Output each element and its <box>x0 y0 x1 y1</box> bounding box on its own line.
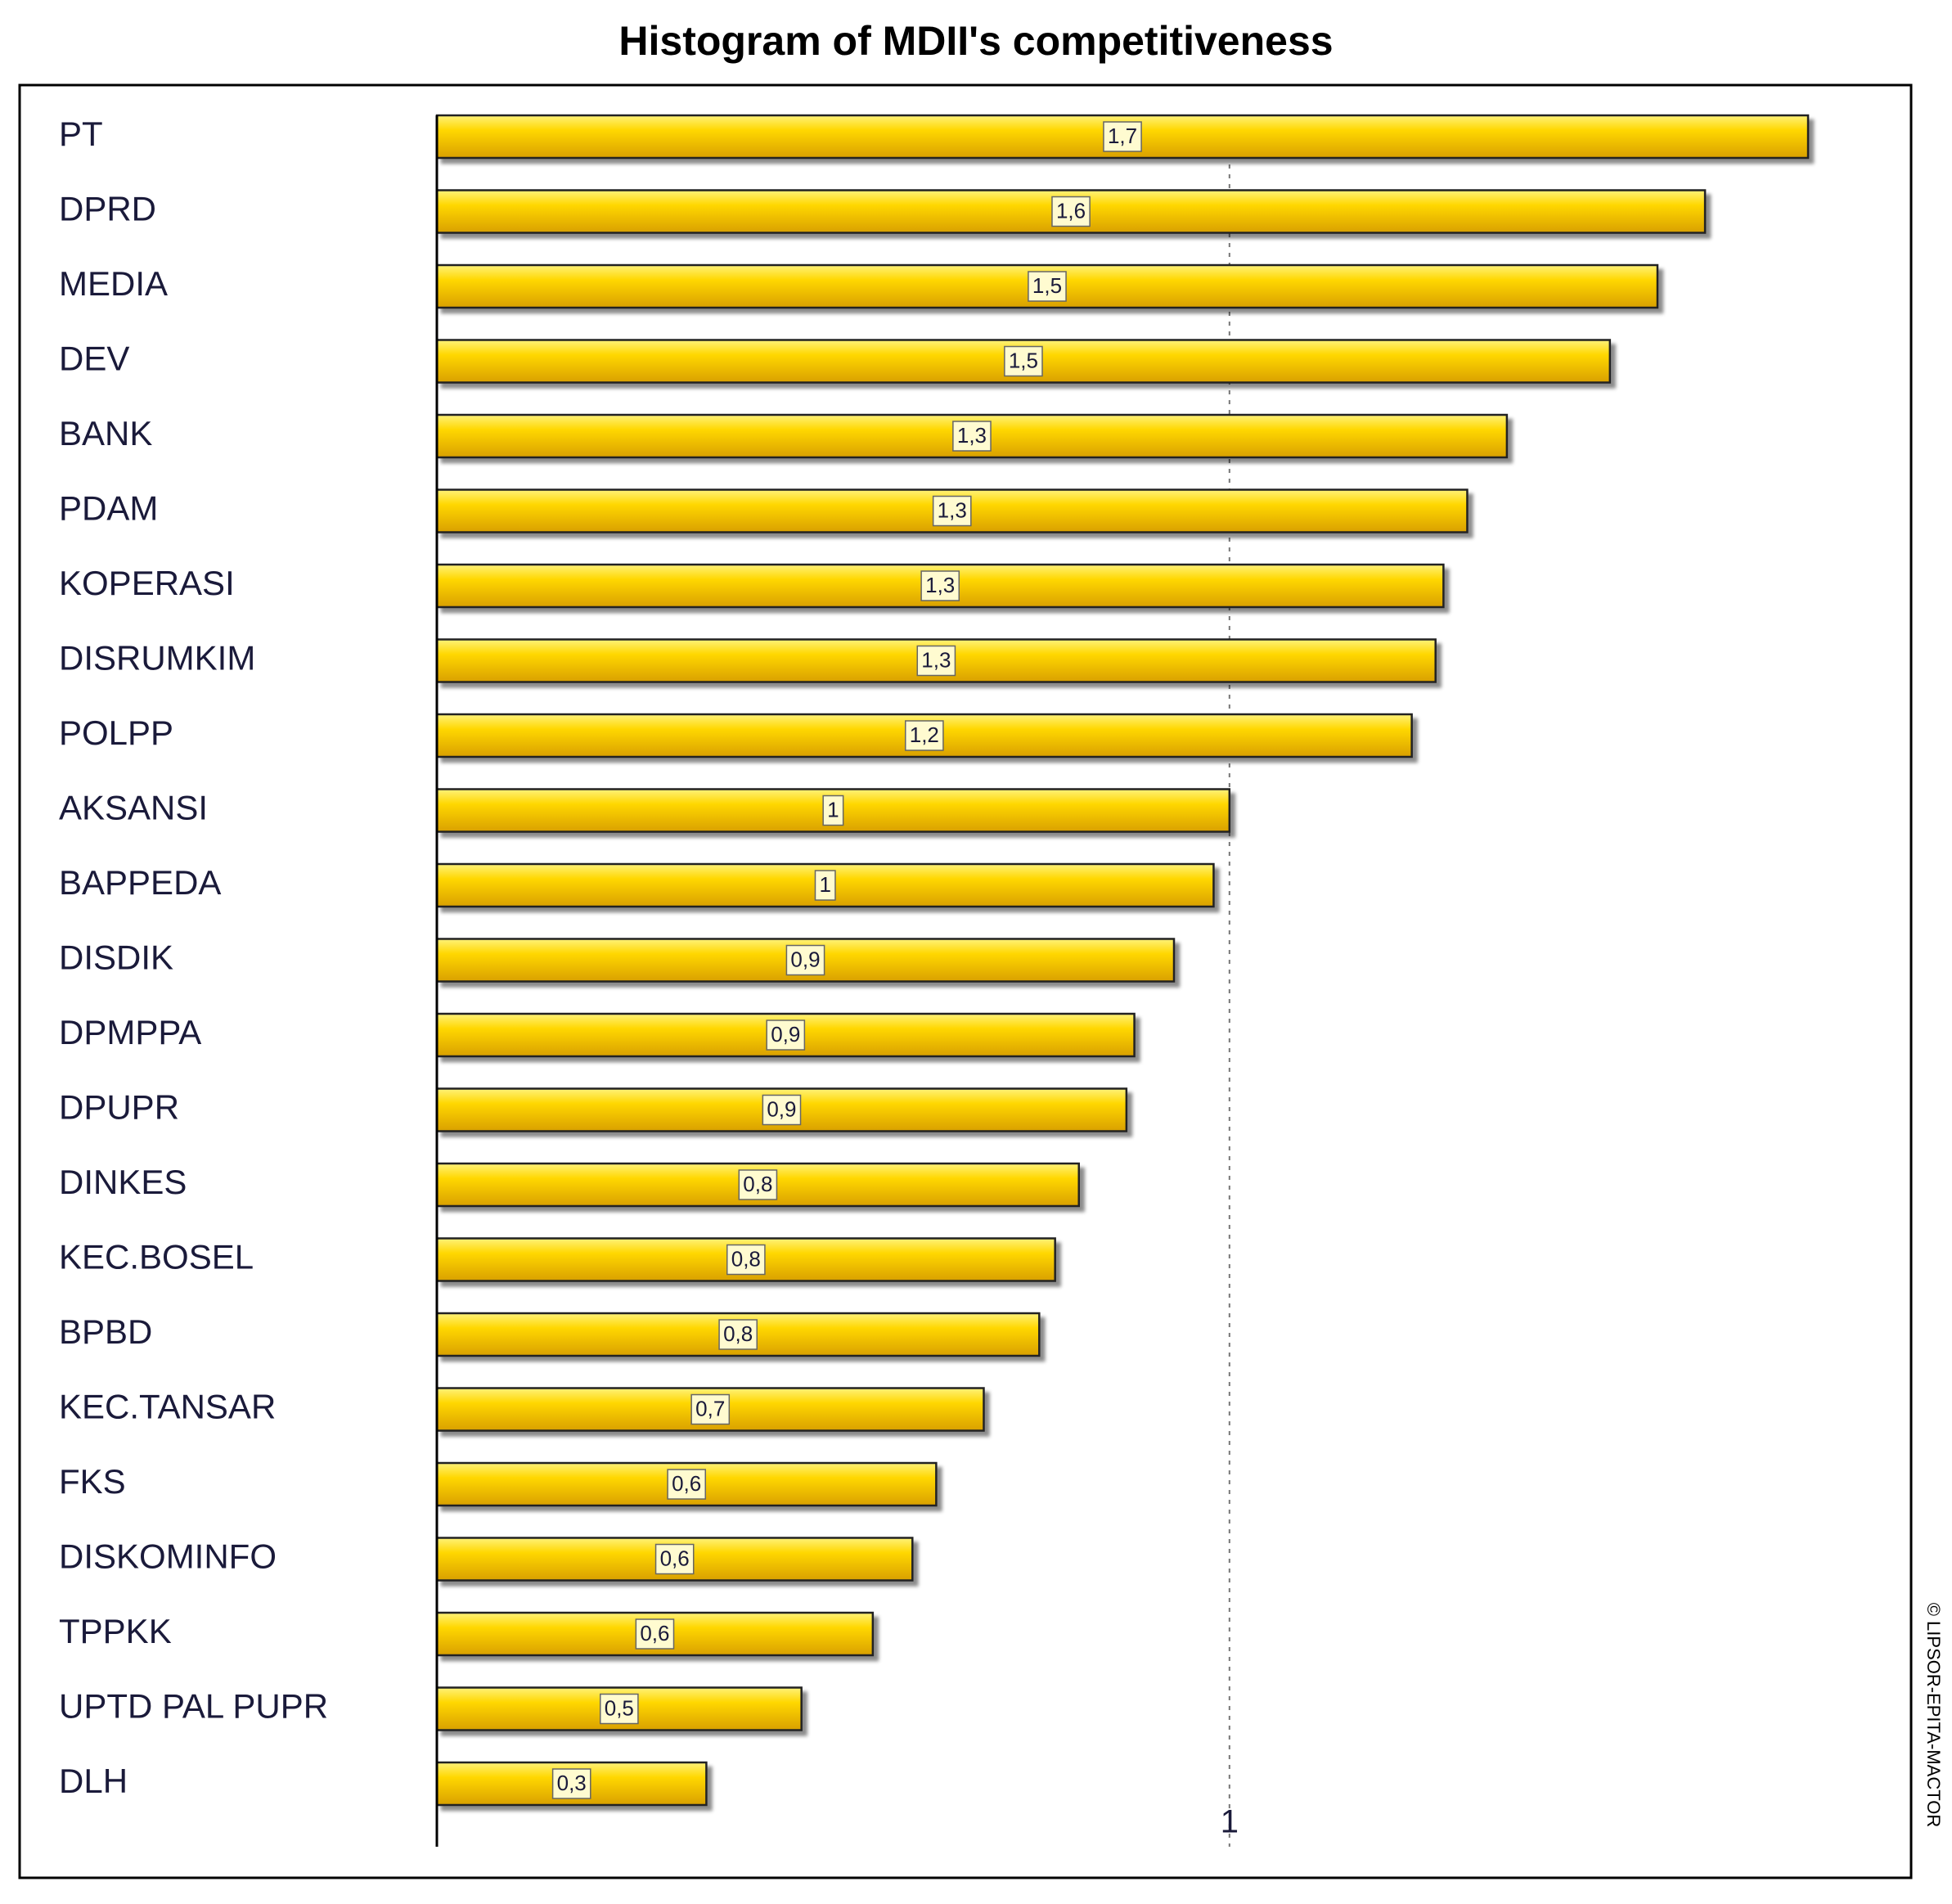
value-label: 1,5 <box>1009 348 1038 372</box>
value-label: 1,7 <box>1108 124 1137 148</box>
value-label-box <box>766 1020 806 1051</box>
y-tick-label: DPUPR <box>59 1088 179 1127</box>
y-tick-label: DISDIK <box>59 938 173 977</box>
value-label-box <box>952 421 992 452</box>
y-tick-label: KEC.BOSEL <box>59 1238 254 1276</box>
y-tick-label: DISRUMKIM <box>59 639 255 677</box>
value-label-box <box>762 1094 802 1126</box>
value-label-box <box>904 720 944 751</box>
value-label: 1,3 <box>921 647 951 672</box>
value-label: 1 <box>827 797 839 821</box>
value-label: 1,5 <box>1032 273 1062 298</box>
y-tick-label: PT <box>59 115 103 153</box>
y-tick-label: PDAM <box>59 489 158 528</box>
value-label-box <box>814 870 836 901</box>
chart-title: Histogram of MDII's competitiveness <box>618 18 1333 64</box>
y-tick-label: AKSANSI <box>59 789 208 827</box>
y-tick-label: BAPPEDA <box>59 863 221 902</box>
value-label: 0,8 <box>743 1172 772 1196</box>
y-tick-label: MEDIA <box>59 264 168 303</box>
value-label-box <box>738 1169 778 1200</box>
value-label: 0,6 <box>660 1546 690 1570</box>
value-label-box <box>1004 345 1043 377</box>
y-tick-label: DEV <box>59 340 129 378</box>
value-label-box <box>690 1393 731 1425</box>
value-label-box <box>932 495 972 527</box>
value-label: 0,8 <box>723 1321 753 1346</box>
value-label-box <box>667 1469 707 1500</box>
value-label: 1 <box>819 872 830 897</box>
value-label-box <box>654 1543 695 1575</box>
y-tick-label: BPBD <box>59 1312 152 1351</box>
value-label-box <box>920 570 960 601</box>
value-label: 1,6 <box>1056 198 1086 223</box>
x-tick-label: 1 <box>1221 1804 1239 1840</box>
y-tick-label: DINKES <box>59 1163 187 1201</box>
value-label-box <box>1103 121 1142 152</box>
y-tick-label: TPPKK <box>59 1612 172 1650</box>
y-tick-label: FKS <box>59 1462 126 1501</box>
value-label-box <box>1051 196 1091 227</box>
value-label-box <box>916 645 956 677</box>
value-label: 1,3 <box>938 497 967 522</box>
y-tick-label: POLPP <box>59 713 173 752</box>
y-tick-label: DPMPPA <box>59 1013 201 1051</box>
value-label: 0,9 <box>771 1022 800 1047</box>
value-label-box <box>635 1618 675 1650</box>
value-label-box <box>551 1768 591 1799</box>
value-label: 0,9 <box>790 947 820 971</box>
y-tick-label: DLH <box>59 1762 128 1800</box>
y-tick-label: DISKOMINFO <box>59 1537 277 1576</box>
plot-frame <box>18 83 1913 1879</box>
value-label-box <box>1028 271 1067 302</box>
y-tick-label: BANK <box>59 414 152 452</box>
value-label: 1,3 <box>957 423 987 448</box>
y-tick-label: DPRD <box>59 190 156 228</box>
value-label-box <box>718 1319 758 1350</box>
value-label-box <box>726 1244 766 1276</box>
value-label: 0,6 <box>640 1621 669 1645</box>
value-label: 0,8 <box>731 1246 761 1271</box>
value-label-box <box>785 944 825 976</box>
value-label: 0,7 <box>695 1396 725 1420</box>
value-label: 0,3 <box>557 1771 587 1795</box>
y-tick-label: UPTD PAL PUPR <box>59 1687 328 1726</box>
value-label: 0,5 <box>605 1695 634 1720</box>
value-label: 0,9 <box>767 1096 796 1121</box>
value-label-box <box>599 1693 639 1725</box>
value-label: 1,2 <box>910 722 939 747</box>
value-label: 1,3 <box>925 573 955 597</box>
y-tick-label: KOPERASI <box>59 564 235 602</box>
copyright: © LIPSOR-EPITA-MACTOR <box>1923 1603 1944 1828</box>
value-label-box <box>822 794 844 826</box>
value-label: 0,6 <box>672 1471 701 1496</box>
y-tick-label: KEC.TANSAR <box>59 1388 276 1426</box>
